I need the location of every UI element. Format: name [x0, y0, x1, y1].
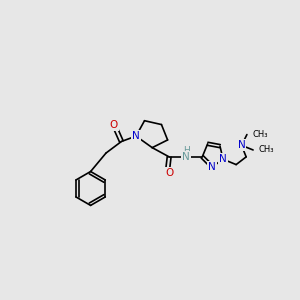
Text: CH₃: CH₃: [252, 130, 268, 139]
Text: N: N: [208, 162, 216, 172]
Text: O: O: [165, 168, 173, 178]
Text: N: N: [219, 154, 227, 164]
Text: N: N: [132, 131, 140, 141]
Text: N: N: [182, 152, 190, 162]
Text: O: O: [110, 119, 118, 130]
Text: N: N: [238, 140, 245, 150]
Text: CH₃: CH₃: [259, 146, 274, 154]
Text: H: H: [183, 146, 190, 155]
